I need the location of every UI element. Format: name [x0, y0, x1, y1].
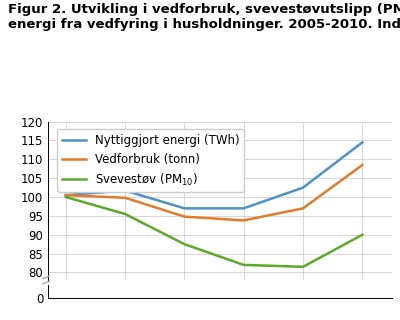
Legend: Nyttiggjort energi (TWh), Vedforbruk (tonn), Svevestøv (PM$_{10}$): Nyttiggjort energi (TWh), Vedforbruk (to…: [57, 129, 244, 192]
Text: Figur 2. Utvikling i vedforbruk, svevestøvutslipp (PM₁₀) og nyttiggjort
energi f: Figur 2. Utvikling i vedforbruk, svevest…: [8, 3, 400, 31]
